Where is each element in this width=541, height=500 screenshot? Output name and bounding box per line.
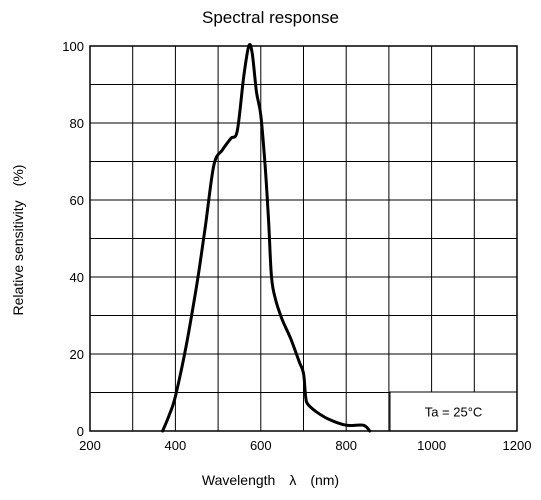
y-tick-label: 20 [70,347,84,362]
x-tick-label: 200 [79,438,101,453]
x-tick-label: 400 [165,438,187,453]
y-tick-label: 80 [70,116,84,131]
x-tick-label: 1000 [417,438,446,453]
annotation-text: Ta = 25°C [425,405,483,420]
series-line [161,42,372,433]
x-tick-label: 600 [250,438,272,453]
y-tick-label: 40 [70,270,84,285]
plot-frame [89,45,518,432]
chart-title: Spectral response [201,8,340,27]
annotation-box [389,391,518,432]
y-tick-label: 60 [70,193,84,208]
x-tick-label: 800 [335,438,357,453]
y-tick-label: 100 [62,39,84,54]
y-tick-label: 0 [77,424,84,439]
x-axis-label: Wavelength λ (nm) [201,472,340,488]
x-tick-label: 1200 [503,438,532,453]
